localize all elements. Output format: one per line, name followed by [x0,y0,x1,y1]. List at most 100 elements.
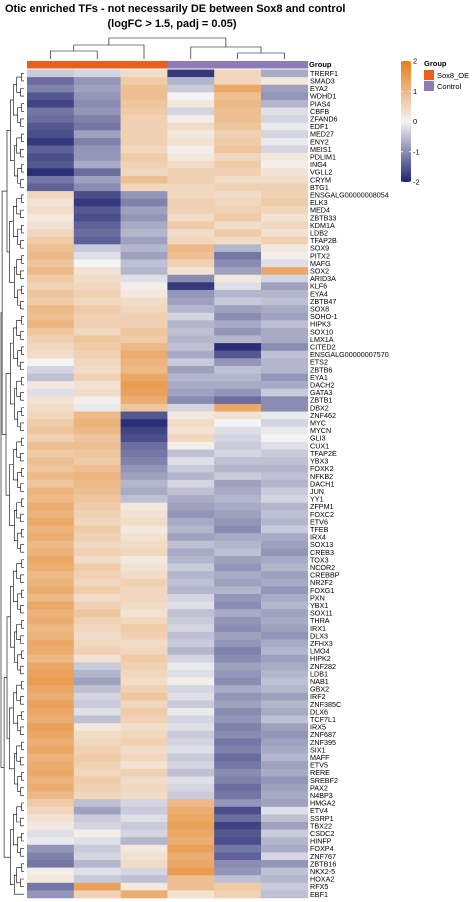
cell-mycn-col4 [167,426,215,435]
cell-lmx1a-col2 [73,335,121,344]
cell-lmx1a-col3 [120,335,168,344]
row-dendro-link [21,681,24,690]
cell-yy1-col5 [214,495,262,504]
cell-myc-col5 [214,419,262,428]
cell-cited2-col1 [27,343,75,352]
cell-tox3-col6 [261,555,309,564]
cell-hinfp-col2 [73,837,121,846]
cell-tbx22-col1 [27,821,75,830]
cell-irx4-col1 [27,533,75,542]
cell-ing4-col4 [167,160,215,169]
cell-lmo4-col2 [73,647,121,656]
cell-maff-col5 [214,753,262,762]
cell-pitx2-col1 [27,251,75,260]
cell-sox9-col2 [73,244,121,253]
cell-sox10-col5 [214,327,262,336]
cell-maff-col2 [73,753,121,762]
row-dendro-link [20,301,24,310]
gene-label-znf395: ZNF395 [310,738,336,747]
cell-znf282-col3 [120,662,168,671]
cell-med4-col2 [73,206,121,215]
gene-label-cited2: CITED2 [310,343,336,352]
cell-ensgalg00000007570-col2 [73,350,121,359]
cell-creb3-col3 [120,548,168,557]
cell-zbtb33-col4 [167,213,215,222]
cell-foxp4-col5 [214,844,262,853]
row-dendro-link [14,266,18,298]
cell-foxk2-col2 [73,464,121,473]
gene-label-hipk2: HIPK2 [310,654,331,663]
cell-sox13-col3 [120,540,168,549]
row-dendro-link [20,209,24,219]
gene-label-wdhd1: WDHD1 [310,92,336,101]
cell-sox8-col4 [167,305,215,314]
row-dendro-link [21,529,24,538]
cell-tbx22-col4 [167,821,215,830]
gene-label-trerf1: TRERF1 [310,69,338,78]
row-dendro-link [20,240,24,249]
group-legend-title: Group [424,59,447,68]
row-dendro-link [20,635,24,644]
cell-dlx6-col5 [214,707,262,716]
cell-ensgalg00000008054-col6 [261,191,309,200]
gene-label-pias4: PIAS4 [310,99,330,108]
cell-sox2-col5 [214,267,262,276]
cell-jun-col5 [214,487,262,496]
cell-eya1-col6 [261,373,309,382]
cell-znf687-col4 [167,730,215,739]
cell-nab1-col3 [120,677,168,686]
gene-label-dlx6: DLX6 [310,707,328,716]
cell-ybx3-col2 [73,457,121,466]
cell-rere-col5 [214,768,262,777]
cell-edf1-col4 [167,122,215,131]
cell-nkx2-5-col3 [120,867,168,876]
cell-csdc2-col1 [27,829,75,838]
cell-foxc2-col6 [261,510,309,519]
row-dendro-link [21,772,24,781]
cell-sox13-col4 [167,540,215,549]
gene-label-six1: SIX1 [310,745,326,754]
cell-crebbp-col1 [27,571,75,580]
cell-foxg1-col6 [261,586,309,595]
cell-crebbp-col5 [214,571,262,580]
cell-edf1-col1 [27,122,75,131]
row-dendro-link [20,453,24,462]
cell-rere-col3 [120,768,168,777]
cell-zfhx3-col2 [73,639,121,648]
cell-eny2-col4 [167,137,215,146]
cell-tfap2e-col5 [214,449,262,458]
annotation-cell-col1 [27,61,75,69]
cell-tfap2b-col2 [73,236,121,245]
gene-label-eny2: ENY2 [310,137,329,146]
gene-label-irf2: IRF2 [310,692,326,701]
cell-pitx2-col2 [73,251,121,260]
cell-rere-col2 [73,768,121,777]
cell-med4-col6 [261,206,309,215]
cell-eya2-col5 [214,84,262,93]
row-dendro-link [21,225,24,234]
cell-gli3-col1 [27,434,75,443]
cell-hinfp-col5 [214,837,262,846]
cell-btg1-col4 [167,183,215,192]
cell-soho-1-col6 [261,312,309,321]
row-dendro-link [14,631,18,663]
gene-label-pxn: PXN [310,593,325,602]
gene-label-zfpm1: ZFPM1 [310,502,334,511]
row-dendro-link [17,654,22,671]
cell-ybx3-col6 [261,457,309,466]
cell-ensgalg00000008054-col5 [214,191,262,200]
cell-ybx3-col4 [167,457,215,466]
row-dendro-link [21,377,24,386]
cell-foxc2-col4 [167,510,215,519]
cell-nr2f2-col4 [167,578,215,587]
cell-irx4-col5 [214,533,262,542]
gene-label-ensgalg00000008054: ENSGALG00000008054 [310,191,389,200]
cell-tcf7l1-col3 [120,715,168,724]
cell-srebf2-col5 [214,776,262,785]
cell-sox13-col1 [27,540,75,549]
cell-ssrp1-col2 [73,814,121,823]
row-dendro-link [21,73,24,82]
annotation-cell-col6 [261,61,309,69]
cell-etv6-col4 [167,517,215,526]
gene-label-ets2: ETS2 [310,358,328,367]
